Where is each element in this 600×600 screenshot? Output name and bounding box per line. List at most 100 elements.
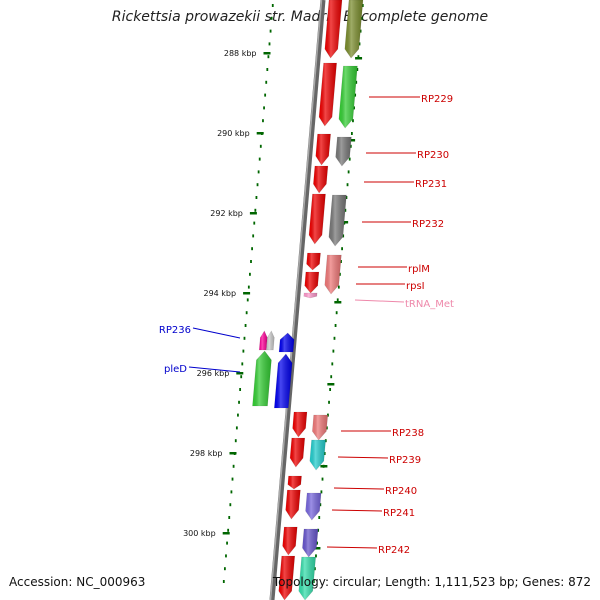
tick-dot xyxy=(231,477,234,481)
tick-dot xyxy=(251,247,253,251)
gene-feature-shade xyxy=(292,412,307,437)
gene-feature-shade xyxy=(298,557,316,600)
tick-dot xyxy=(242,349,245,353)
gene-label-rplm[interactable]: rplM xyxy=(408,264,430,275)
tick-dot xyxy=(228,516,231,519)
gene-feature-shade xyxy=(312,415,328,440)
tick-dot xyxy=(268,42,271,46)
gene-feature-shade xyxy=(287,476,302,489)
tick-dot xyxy=(262,119,264,123)
tick-dot xyxy=(230,490,233,494)
tick-dot xyxy=(245,311,248,315)
tick-dot xyxy=(235,426,238,430)
tick-dot xyxy=(344,208,347,212)
tick-dot xyxy=(312,580,315,583)
gene-label-rp236[interactable]: RP236 xyxy=(159,325,191,336)
tick-dot xyxy=(323,452,326,455)
gene-label-leader xyxy=(192,327,241,339)
tick-dot xyxy=(246,298,249,302)
tick-dot xyxy=(340,260,342,263)
tick-dot xyxy=(355,80,358,84)
tick-dot xyxy=(329,388,332,391)
tick-dot xyxy=(255,196,258,199)
gene-label-rp241[interactable]: RP241 xyxy=(383,508,415,519)
gene-label-leader xyxy=(337,456,389,459)
tick-dot xyxy=(259,144,262,148)
tick-dot xyxy=(317,528,320,532)
tick-dot xyxy=(270,16,273,20)
tick-dot xyxy=(333,336,336,340)
tick-dot xyxy=(354,93,357,97)
gene-label-leader xyxy=(333,487,385,490)
tick-dot xyxy=(227,528,230,532)
gene-label-rpsi[interactable]: rpsI xyxy=(406,281,425,292)
minor-tick xyxy=(327,383,335,386)
tick-dot xyxy=(250,260,252,263)
gene-track xyxy=(252,0,364,600)
tick-dot xyxy=(336,298,339,302)
major-tick xyxy=(249,212,257,215)
tick-dot xyxy=(232,464,235,468)
gene-feature-shade xyxy=(302,529,319,557)
tick-dot xyxy=(266,68,269,71)
gene-feature-shade xyxy=(274,354,293,408)
tick-dot xyxy=(349,144,352,148)
accession-text: Accession: NC_000963 xyxy=(9,575,146,589)
gene-feature-shade xyxy=(304,272,319,293)
gene-label-rp240[interactable]: RP240 xyxy=(385,486,417,497)
tick-dot xyxy=(222,580,225,583)
tick-dot xyxy=(238,400,240,404)
gene-label-rp230[interactable]: RP230 xyxy=(417,150,449,161)
tick-track: 288 kbp 290 kbp 292 kbp 294 kbp 296 kbp 298 k… xyxy=(183,4,364,583)
gene-feature-shade xyxy=(338,66,358,128)
tick-dot xyxy=(345,196,348,199)
major-tick xyxy=(222,532,230,535)
gene-feature-shade xyxy=(315,134,331,165)
tick-dot xyxy=(318,516,321,519)
tick-dot xyxy=(253,221,256,225)
gene-label-rp238[interactable]: RP238 xyxy=(392,428,424,439)
tick-dot xyxy=(256,183,259,187)
tick-dot xyxy=(223,567,226,571)
tick-dot xyxy=(247,285,250,289)
minor-tick xyxy=(348,139,356,142)
tick-label: 296 kbp xyxy=(197,369,230,378)
gene-label-pled[interactable]: pleD xyxy=(164,364,187,375)
major-tick xyxy=(263,52,271,55)
tick-dot xyxy=(360,16,363,20)
gene-label-trna_met[interactable]: tRNA_Met xyxy=(405,299,454,310)
tick-dot xyxy=(361,4,364,7)
gene-feature-shade xyxy=(324,255,342,294)
tick-dot xyxy=(254,208,257,212)
tick-dot xyxy=(257,170,260,174)
gene-label-rp231[interactable]: RP231 xyxy=(415,179,447,190)
gene-feature-shade xyxy=(324,0,342,58)
tick-dot xyxy=(241,362,244,366)
tick-dot xyxy=(330,375,333,379)
tick-dot xyxy=(264,93,267,97)
tick-dot xyxy=(346,183,349,187)
tick-dot xyxy=(332,349,335,353)
gene-label-rp242[interactable]: RP242 xyxy=(378,545,410,556)
tick-dot xyxy=(347,170,350,174)
tick-dot xyxy=(320,490,323,494)
gene-label-rp239[interactable]: RP239 xyxy=(389,455,421,466)
gene-label-rp232[interactable]: RP232 xyxy=(412,219,444,230)
gene-label-rp229[interactable]: RP229 xyxy=(421,94,453,105)
gene-label-leader xyxy=(331,509,383,512)
gene-feature-shade xyxy=(285,490,301,519)
major-tick xyxy=(243,292,251,295)
tick-dot xyxy=(359,29,362,33)
gene-feature-shade xyxy=(290,438,305,467)
gene-feature-shade xyxy=(306,253,321,270)
tick-dot xyxy=(313,567,316,571)
tick-label: 290 kbp xyxy=(217,129,250,138)
major-tick xyxy=(256,132,264,135)
gene-feature-shade xyxy=(282,527,298,555)
minor-tick xyxy=(320,465,328,468)
gene-feature-shade xyxy=(335,137,352,166)
tick-dot xyxy=(267,55,270,59)
gene-label-leader xyxy=(188,366,241,373)
gene-feature-shade xyxy=(279,333,295,352)
tick-dot xyxy=(263,106,265,110)
